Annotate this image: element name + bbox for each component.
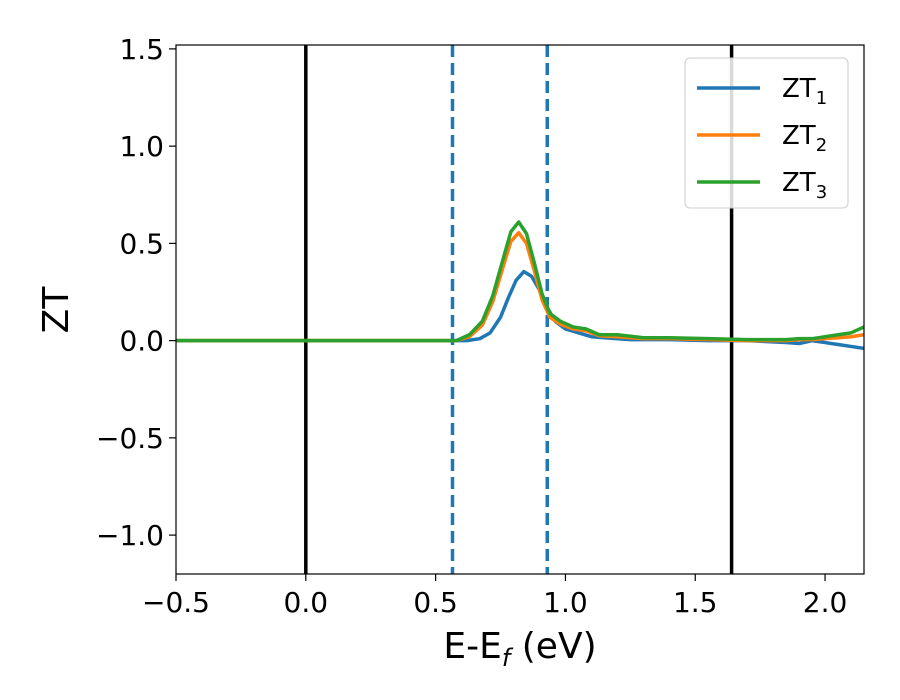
x-tick-label: 0.0 — [284, 586, 329, 619]
series-line-zt1 — [176, 269, 864, 351]
series-line-zt2 — [176, 230, 864, 343]
legend-box — [684, 57, 849, 209]
y-tick-label: −0.5 — [96, 422, 164, 455]
x-axis: −0.5 0.0 0.5 1.0 1.5 2.0 — [142, 574, 847, 619]
legend: ZT1 ZT2 ZT3 — [684, 57, 849, 209]
reference-lines — [304, 45, 734, 574]
legend-label-zt3: ZT3 — [782, 168, 827, 203]
y-axis-title: ZT — [36, 286, 77, 334]
x-axis-title: E-Ef (eV) — [443, 626, 596, 672]
x-tick-label: −0.5 — [142, 586, 210, 619]
legend-label-zt2: ZT2 — [782, 121, 827, 156]
series-line-zt3 — [176, 220, 864, 343]
x-tick-label: 1.0 — [543, 586, 588, 619]
y-tick-label: 0.5 — [119, 227, 164, 260]
x-tick-label: 0.5 — [413, 586, 458, 619]
x-tick-label: 2.0 — [803, 586, 848, 619]
y-tick-label: 0.0 — [119, 325, 164, 358]
plot-frame — [175, 44, 865, 575]
y-axis: −1.0 −0.5 0.0 0.5 1.0 1.5 — [96, 33, 176, 552]
y-tick-label: 1.0 — [119, 130, 164, 163]
y-tick-label: 1.5 — [119, 33, 164, 66]
y-tick-label: −1.0 — [96, 519, 164, 552]
x-tick-label: 1.5 — [673, 586, 718, 619]
series-layer — [176, 220, 864, 351]
legend-label-zt1: ZT1 — [782, 74, 827, 109]
